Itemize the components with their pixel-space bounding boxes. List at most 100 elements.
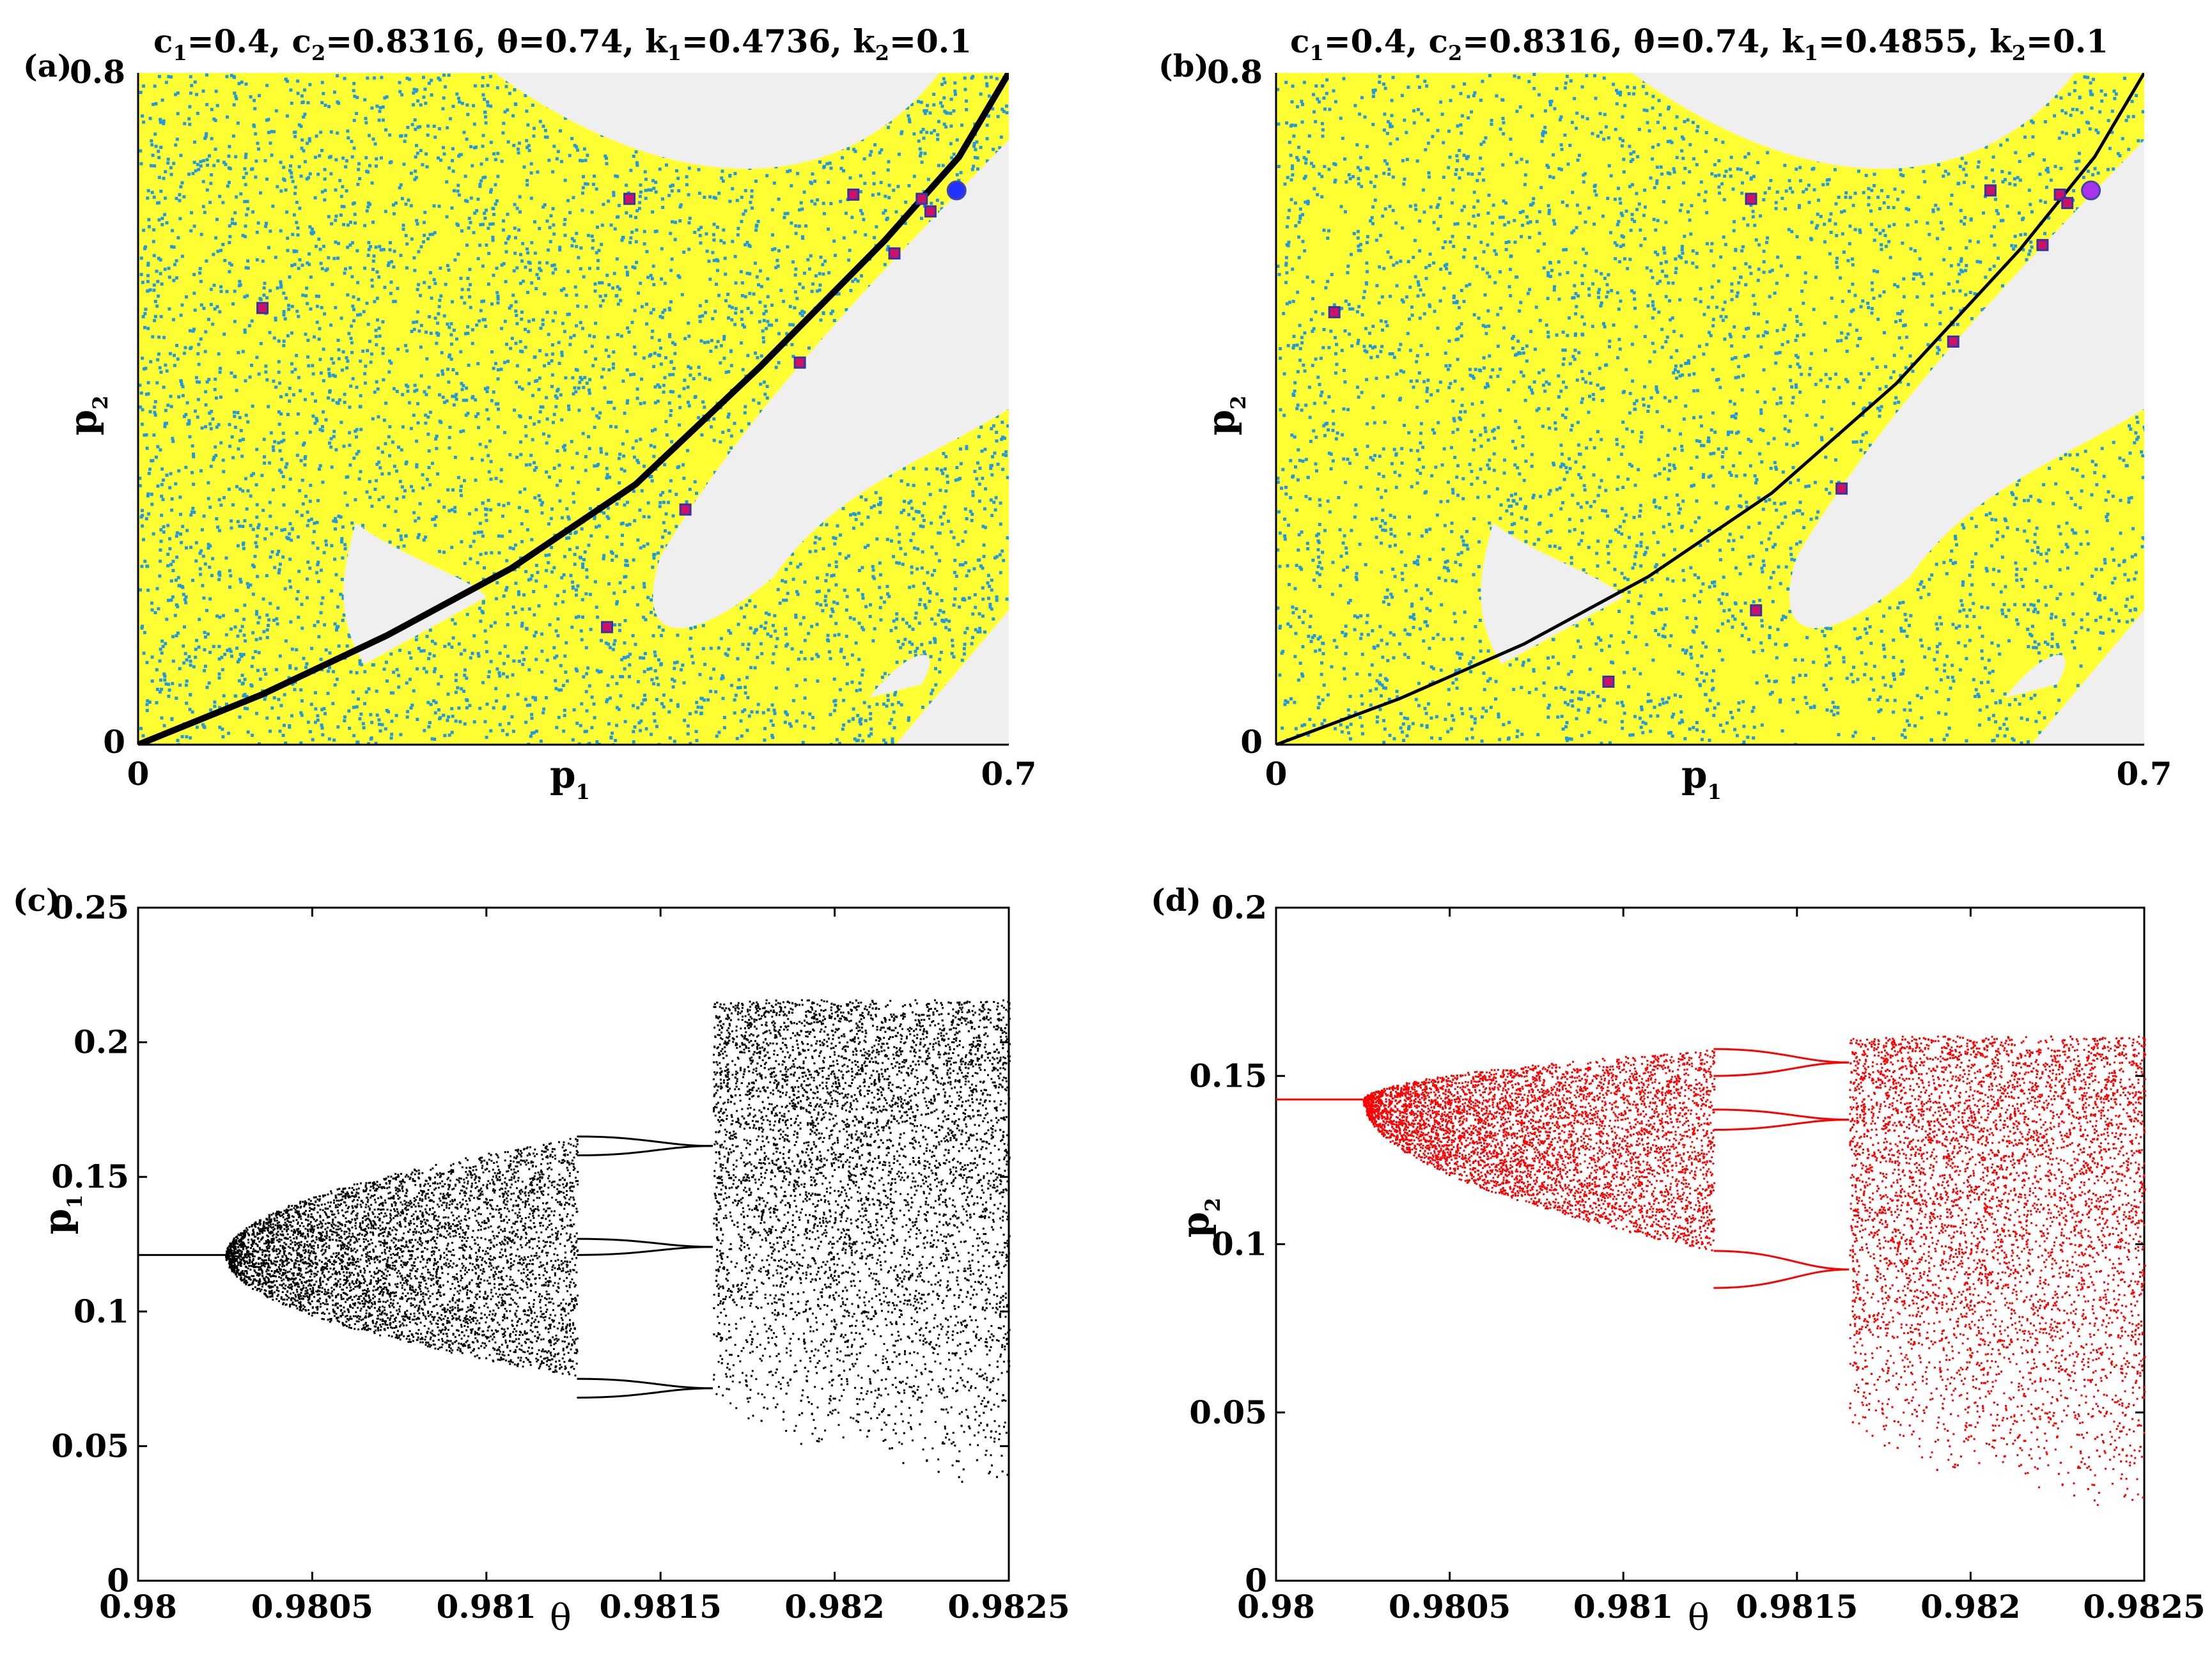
attractor-dot xyxy=(155,381,159,385)
attractor-dot xyxy=(651,179,655,183)
attractor-dot xyxy=(633,519,637,523)
attractor-dot xyxy=(937,120,940,123)
attractor-dot xyxy=(327,368,331,371)
attractor-dot xyxy=(255,503,259,507)
attractor-dot xyxy=(242,617,245,621)
attractor-dot xyxy=(185,295,188,299)
attractor-dot xyxy=(837,633,841,637)
attractor-dot xyxy=(253,554,257,558)
attractor-dot xyxy=(915,646,919,650)
attractor-dot xyxy=(954,587,957,591)
attractor-dot xyxy=(469,656,472,660)
attractor-dot xyxy=(267,618,271,622)
attractor-dot xyxy=(210,137,214,141)
attractor-dot xyxy=(753,605,757,609)
attractor-dot xyxy=(550,359,554,362)
attractor-dot xyxy=(512,144,516,148)
attractor-dot xyxy=(402,162,406,166)
attractor-dot xyxy=(180,735,184,738)
attractor-dot xyxy=(773,614,777,617)
attractor-dot xyxy=(460,540,463,544)
attractor-dot xyxy=(224,556,228,560)
attractor-dot xyxy=(422,240,425,244)
attractor-dot xyxy=(607,283,611,286)
attractor-dot xyxy=(910,506,914,510)
attractor-dot xyxy=(283,528,286,531)
attractor-dot xyxy=(928,111,932,115)
attractor-dot xyxy=(446,368,450,371)
attractor-dot xyxy=(214,396,218,400)
attractor-dot xyxy=(687,322,690,325)
attractor-dot xyxy=(462,384,465,387)
attractor-dot xyxy=(147,218,151,222)
attractor-dot xyxy=(563,708,566,712)
attractor-dot xyxy=(527,578,531,582)
attractor-dot xyxy=(529,171,533,175)
attractor-dot xyxy=(192,453,195,456)
attractor-dot xyxy=(472,231,476,235)
attractor-dot xyxy=(415,144,418,148)
attractor-dot xyxy=(218,616,222,619)
attractor-dot xyxy=(271,205,275,208)
attractor-dot xyxy=(898,152,901,156)
attractor-dot xyxy=(650,188,653,192)
attractor-dot xyxy=(960,658,964,662)
attractor-dot xyxy=(674,525,678,529)
attractor-dot xyxy=(141,114,144,118)
attractor-dot xyxy=(696,705,700,709)
attractor-dot xyxy=(907,184,911,187)
attractor-dot xyxy=(490,350,494,353)
attractor-dot xyxy=(164,81,168,84)
attractor-dot xyxy=(146,327,150,330)
attractor-dot xyxy=(926,571,930,575)
attractor-dot xyxy=(872,182,876,185)
attractor-dot xyxy=(279,189,283,193)
attractor-dot xyxy=(657,658,660,662)
attractor-dot xyxy=(859,174,862,178)
attractor-dot xyxy=(356,281,360,284)
attractor-dot xyxy=(527,742,531,745)
attractor-dot xyxy=(949,97,953,101)
attractor-dot xyxy=(560,353,564,357)
attractor-dot xyxy=(330,222,334,226)
attractor-dot xyxy=(849,289,853,293)
attractor-dot xyxy=(457,642,461,646)
attractor-dot xyxy=(153,300,157,304)
attractor-dot xyxy=(318,467,321,471)
attractor-dot xyxy=(642,656,646,660)
attractor-dot xyxy=(754,351,757,355)
attractor-dot xyxy=(385,95,389,99)
attractor-dot xyxy=(336,256,339,260)
attractor-dot xyxy=(847,258,851,262)
attractor-dot xyxy=(953,571,956,575)
attractor-dot xyxy=(168,352,172,355)
attractor-dot xyxy=(440,351,444,355)
attractor-dot xyxy=(763,738,767,742)
attractor-dot xyxy=(895,660,899,664)
attractor-dot xyxy=(154,102,158,105)
attractor-dot xyxy=(375,297,379,300)
attractor-dot xyxy=(486,84,490,88)
attractor-dot xyxy=(319,371,323,375)
attractor-dot xyxy=(629,236,633,240)
attractor-dot xyxy=(703,405,706,409)
attractor-dot xyxy=(590,725,594,729)
attractor-dot xyxy=(565,293,568,297)
attractor-dot xyxy=(368,479,371,483)
attractor-dot xyxy=(819,255,823,259)
attractor-dot xyxy=(368,495,372,499)
attractor-dot xyxy=(761,329,765,333)
attractor-dot xyxy=(231,217,234,221)
attractor-dot xyxy=(878,497,882,500)
attractor-dot xyxy=(157,156,161,159)
attractor-dot xyxy=(215,104,219,107)
attractor-dot xyxy=(609,424,612,428)
attractor-dot xyxy=(398,648,401,652)
attractor-dot xyxy=(930,131,933,135)
attractor-dot xyxy=(451,169,455,173)
attractor-dot xyxy=(367,247,371,251)
attractor-dot xyxy=(614,554,618,558)
attractor-dot xyxy=(330,465,334,469)
attractor-dot xyxy=(288,664,292,668)
